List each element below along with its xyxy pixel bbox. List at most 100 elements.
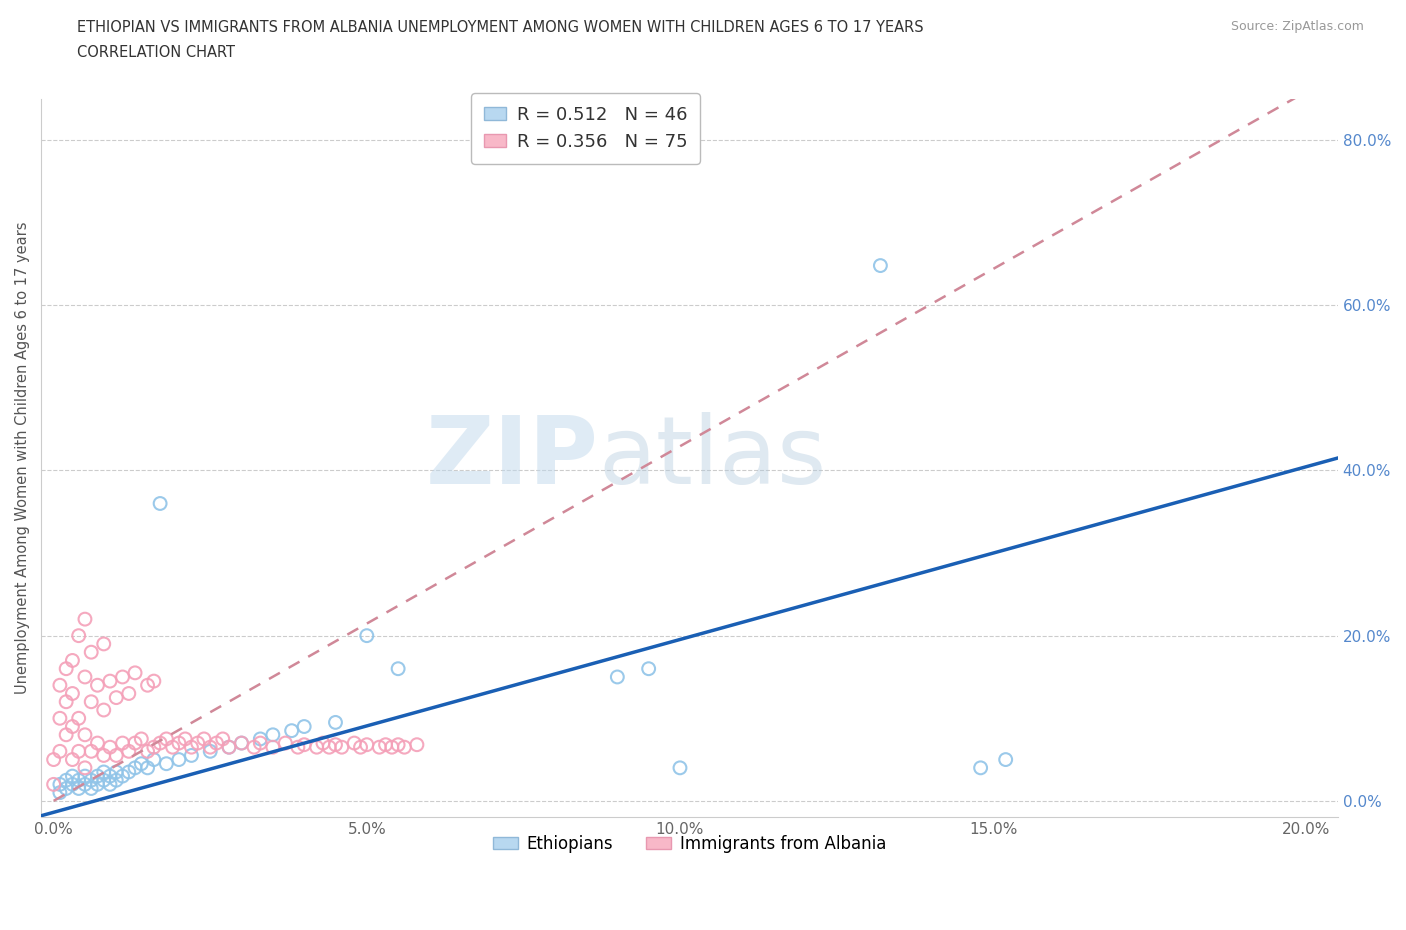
- Point: [80, 644, 103, 659]
- Point: [287, 739, 309, 754]
- Point: [86, 777, 108, 791]
- Point: [73, 670, 96, 684]
- Point: [187, 736, 209, 751]
- Point: [149, 496, 172, 511]
- Text: CORRELATION CHART: CORRELATION CHART: [77, 45, 235, 60]
- Point: [280, 724, 302, 738]
- Point: [142, 673, 165, 688]
- Point: [124, 665, 146, 680]
- Point: [200, 744, 222, 759]
- Point: [406, 737, 429, 752]
- Point: [318, 739, 340, 754]
- Point: [67, 773, 90, 788]
- Point: [67, 629, 90, 644]
- Point: [349, 739, 371, 754]
- Point: [49, 678, 72, 693]
- Point: [55, 781, 77, 796]
- Point: [231, 736, 253, 751]
- Point: [374, 737, 396, 752]
- Point: [211, 732, 233, 747]
- Point: [111, 769, 134, 784]
- Point: [93, 773, 115, 788]
- Point: [969, 761, 991, 776]
- Point: [62, 752, 84, 767]
- Point: [80, 773, 103, 788]
- Point: [98, 673, 121, 688]
- Point: [249, 732, 271, 747]
- Point: [325, 715, 347, 730]
- Text: ZIP: ZIP: [426, 412, 599, 504]
- Point: [93, 748, 115, 763]
- Point: [80, 781, 103, 796]
- Point: [67, 781, 90, 796]
- Point: [55, 727, 77, 742]
- Point: [124, 761, 146, 776]
- Legend: Ethiopians, Immigrants from Albania: Ethiopians, Immigrants from Albania: [486, 828, 893, 859]
- Point: [142, 752, 165, 767]
- Point: [136, 761, 159, 776]
- Point: [93, 636, 115, 651]
- Point: [80, 695, 103, 710]
- Point: [118, 764, 141, 779]
- Point: [231, 736, 253, 751]
- Point: [67, 711, 90, 725]
- Point: [105, 748, 128, 763]
- Point: [312, 736, 335, 751]
- Point: [62, 777, 84, 791]
- Point: [218, 739, 240, 754]
- Point: [42, 752, 65, 767]
- Point: [62, 653, 84, 668]
- Point: [131, 756, 153, 771]
- Point: [356, 737, 378, 752]
- Point: [118, 744, 141, 759]
- Point: [62, 686, 84, 701]
- Point: [218, 739, 240, 754]
- Point: [124, 736, 146, 751]
- Point: [49, 785, 72, 800]
- Point: [105, 773, 128, 788]
- Point: [356, 629, 378, 644]
- Point: [136, 678, 159, 693]
- Point: [86, 736, 108, 751]
- Point: [105, 690, 128, 705]
- Y-axis label: Unemployment Among Women with Children Ages 6 to 17 years: Unemployment Among Women with Children A…: [15, 221, 30, 695]
- Point: [330, 739, 353, 754]
- Point: [174, 732, 197, 747]
- Point: [994, 752, 1017, 767]
- Point: [93, 702, 115, 717]
- Point: [381, 739, 404, 754]
- Text: ETHIOPIAN VS IMMIGRANTS FROM ALBANIA UNEMPLOYMENT AMONG WOMEN WITH CHILDREN AGES: ETHIOPIAN VS IMMIGRANTS FROM ALBANIA UNE…: [77, 20, 924, 35]
- Point: [55, 773, 77, 788]
- Point: [637, 661, 659, 676]
- Point: [111, 670, 134, 684]
- Point: [249, 736, 271, 751]
- Point: [62, 769, 84, 784]
- Point: [73, 727, 96, 742]
- Point: [55, 695, 77, 710]
- Text: Source: ZipAtlas.com: Source: ZipAtlas.com: [1230, 20, 1364, 33]
- Point: [86, 678, 108, 693]
- Point: [98, 769, 121, 784]
- Point: [325, 737, 347, 752]
- Point: [167, 736, 190, 751]
- Point: [292, 719, 315, 734]
- Point: [167, 752, 190, 767]
- Point: [155, 756, 177, 771]
- Point: [274, 736, 297, 751]
- Point: [368, 739, 391, 754]
- Point: [49, 711, 72, 725]
- Text: atlas: atlas: [599, 412, 827, 504]
- Point: [292, 737, 315, 752]
- Point: [93, 764, 115, 779]
- Point: [869, 259, 891, 273]
- Point: [262, 727, 284, 742]
- Point: [131, 732, 153, 747]
- Point: [305, 739, 328, 754]
- Point: [98, 777, 121, 791]
- Point: [180, 739, 202, 754]
- Point: [98, 739, 121, 754]
- Point: [55, 661, 77, 676]
- Point: [62, 719, 84, 734]
- Point: [262, 739, 284, 754]
- Point: [111, 736, 134, 751]
